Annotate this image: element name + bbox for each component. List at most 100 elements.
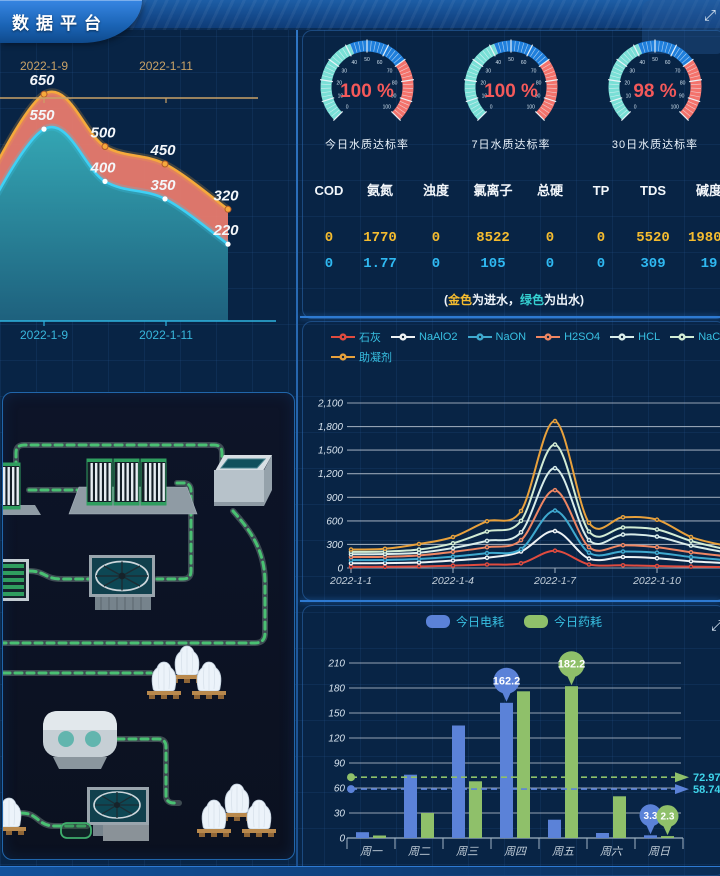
svg-text:周五: 周五 (552, 846, 575, 858)
svg-text:周二: 周二 (408, 846, 431, 858)
svg-text:2022-1-1: 2022-1-1 (329, 575, 372, 587)
panel-divider (300, 600, 720, 602)
svg-text:162.2: 162.2 (493, 675, 521, 687)
svg-text:90: 90 (334, 759, 346, 770)
legend-marker-icon (670, 332, 694, 342)
svg-text:80: 80 (680, 80, 686, 86)
table-cell: 309 (625, 251, 681, 277)
svg-text:20: 20 (625, 80, 631, 86)
table-cell: 5520 (625, 225, 681, 251)
table-note: (金色为进水，绿色为出水) (303, 291, 720, 308)
legend-item[interactable]: 助凝剂 (331, 349, 392, 365)
legend-label: 助凝剂 (359, 349, 392, 365)
svg-text:120: 120 (328, 734, 345, 745)
legend-label: NaON (496, 331, 527, 343)
table-cell: 8522 (463, 225, 523, 251)
svg-text:100 %: 100 % (484, 81, 538, 102)
table-cell: 0 (577, 251, 625, 277)
svg-text:1,200: 1,200 (318, 469, 343, 480)
table-cell: 1.77 (351, 251, 409, 277)
chemical-bags-2 (197, 784, 276, 837)
table-cell: 0 (409, 251, 463, 277)
svg-text:180: 180 (328, 684, 345, 695)
svg-text:40: 40 (352, 60, 358, 66)
svg-text:72.97: 72.97 (693, 772, 720, 784)
expand-icon[interactable]: ⤢ (704, 8, 716, 23)
legend-swatch-icon (524, 615, 548, 628)
svg-text:650: 650 (29, 72, 55, 89)
svg-text:500: 500 (90, 125, 116, 142)
legend-item[interactable]: NaAlO2 (391, 329, 458, 345)
svg-text:0: 0 (490, 105, 493, 111)
table-cell: 0 (409, 225, 463, 251)
table-cell: 19 (681, 251, 720, 277)
legend-item[interactable]: NaON (468, 329, 527, 345)
svg-text:220: 220 (212, 222, 239, 239)
svg-text:40: 40 (640, 60, 646, 66)
page-title: 数据平台 (12, 9, 108, 34)
panel-divider (300, 316, 720, 318)
consumption-bar-chart: 0306090120150180210周一周二周三周四周五周六周日72.9758… (303, 606, 720, 876)
table-cell: 0 (523, 251, 577, 277)
svg-text:182.2: 182.2 (558, 659, 586, 671)
svg-text:2022-1-7: 2022-1-7 (533, 575, 577, 587)
membrane-rack (69, 459, 197, 514)
plant-3d-scene-panel (2, 392, 295, 860)
svg-text:0: 0 (339, 834, 345, 845)
svg-text:60: 60 (377, 60, 383, 66)
svg-text:3.3: 3.3 (644, 811, 658, 822)
svg-text:2022-1-10: 2022-1-10 (632, 575, 681, 587)
svg-text:1,800: 1,800 (318, 422, 343, 433)
svg-text:0: 0 (337, 564, 343, 575)
svg-text:30: 30 (334, 809, 346, 820)
gauge-label: 30日水质达标率 (585, 136, 720, 152)
svg-text:210: 210 (327, 659, 345, 670)
svg-text:周日: 周日 (648, 846, 671, 858)
svg-text:1,500: 1,500 (318, 446, 343, 457)
svg-text:150: 150 (328, 709, 345, 720)
legend-item[interactable]: 今日药耗 (524, 613, 602, 630)
svg-text:30: 30 (486, 68, 492, 74)
svg-text:0: 0 (346, 105, 349, 111)
svg-text:周一: 周一 (360, 846, 383, 858)
legend-label: 今日药耗 (554, 613, 602, 630)
legend-label: NaAlO2 (419, 331, 458, 343)
slab (103, 825, 149, 841)
expand-icon[interactable]: ⤢ (711, 618, 720, 633)
gauge-label: 7日水质达标率 (441, 136, 581, 152)
svg-text:60: 60 (665, 60, 671, 66)
svg-text:98 %: 98 % (633, 81, 676, 102)
legend-label: 石灰 (359, 329, 381, 345)
legend-label: HCL (638, 331, 660, 343)
svg-text:58.74: 58.74 (693, 784, 720, 796)
table-cell: 105 (463, 251, 523, 277)
svg-text:2022-1-11: 2022-1-11 (139, 328, 193, 342)
note-text: 为出水) (544, 293, 584, 307)
legend-item[interactable]: H2SO4 (536, 329, 600, 345)
legend-label: NaCLO (698, 331, 720, 343)
column-divider (296, 30, 298, 875)
column-header: 氨氮 (351, 183, 409, 225)
legend-item[interactable]: NaCLO (670, 329, 720, 345)
plant-3d-scene (3, 393, 294, 857)
legend-item[interactable]: HCL (610, 329, 660, 345)
chemical-bags (147, 646, 226, 699)
svg-text:40: 40 (496, 60, 502, 66)
legend-marker-icon (610, 332, 634, 342)
legend-item[interactable]: 今日电耗 (426, 613, 504, 630)
chemical-bag-single (3, 798, 26, 835)
svg-text:2.3: 2.3 (661, 812, 675, 823)
svg-text:30: 30 (342, 68, 348, 74)
legend-marker-icon (331, 332, 355, 342)
legend-item[interactable]: 石灰 (331, 329, 381, 345)
svg-text:60: 60 (521, 60, 527, 66)
column-header: 总硬 (523, 183, 577, 225)
